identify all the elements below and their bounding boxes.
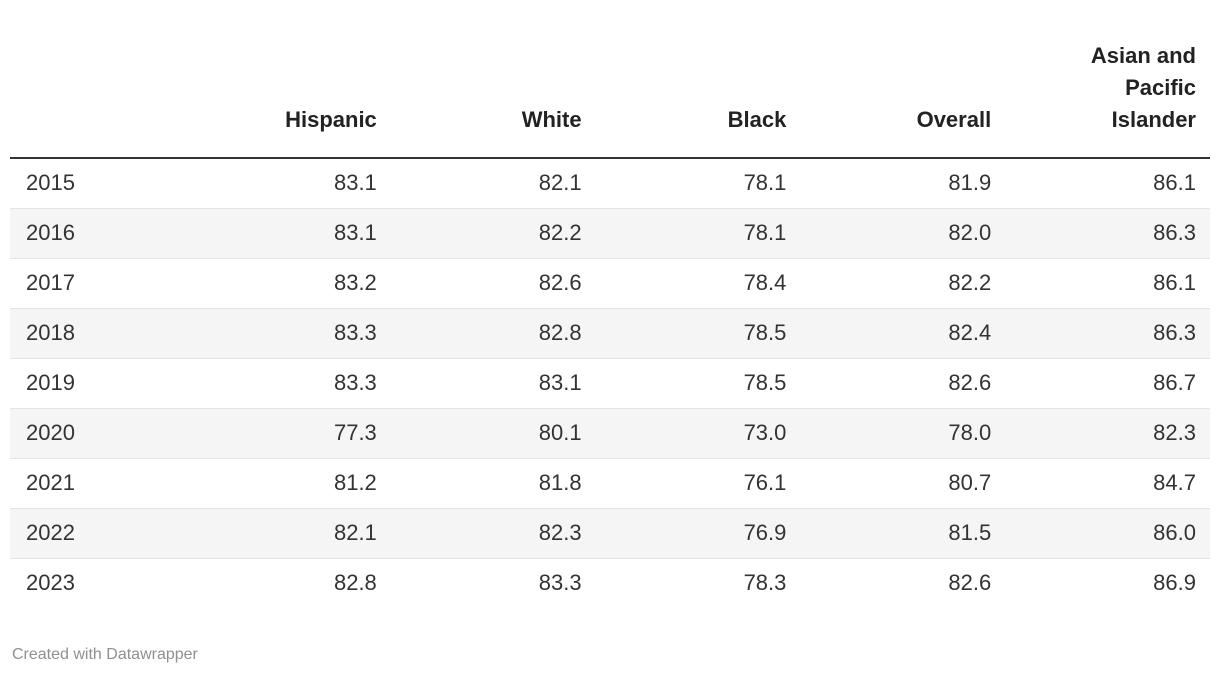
table-row: 2015 83.1 82.1 78.1 81.9 86.1 <box>10 158 1210 208</box>
cell-black: 78.5 <box>595 357 801 408</box>
cell-overall: 81.9 <box>948 170 992 196</box>
cell-asian-pacific-islander: 86.3 <box>1005 307 1210 358</box>
table-row: 2022 82.1 82.3 76.9 81.5 86.0 <box>10 507 1210 558</box>
cell-white: 82.2 <box>390 207 596 258</box>
cell-white: 82.6 <box>390 257 596 308</box>
cell-asian-pacific-islander: 86.7 <box>1005 357 1210 408</box>
column-header-asian-pacific-islander: Asian and Pacific Islander <box>1005 0 1210 159</box>
table-row: 2023 82.8 83.3 78.3 82.6 86.9 <box>10 557 1210 608</box>
data-table: Hispanic White Black Overall Asian and P… <box>10 0 1210 608</box>
row-year: 2016 <box>10 207 186 258</box>
table-row: 2019 83.3 83.1 78.5 82.6 86.7 <box>10 357 1210 408</box>
row-year: 2018 <box>10 307 186 358</box>
cell-black: 78.1 <box>595 207 801 258</box>
cell-white: 82.1 <box>538 170 582 196</box>
table-chart: Hispanic White Black Overall Asian and P… <box>10 0 1210 664</box>
row-year: 2019 <box>10 357 186 408</box>
cell-asian-pacific-islander: 86.1 <box>1153 170 1196 196</box>
cell-hispanic: 83.3 <box>186 307 391 358</box>
cell-overall: 80.7 <box>800 457 1006 508</box>
cell-white: 83.3 <box>390 557 596 608</box>
table-row: 2021 81.2 81.8 76.1 80.7 84.7 <box>10 457 1210 508</box>
column-header-year <box>10 0 186 159</box>
cell-black: 78.5 <box>595 307 801 358</box>
cell-black: 73.0 <box>595 407 801 458</box>
cell-overall: 82.4 <box>800 307 1006 358</box>
cell-hispanic: 83.1 <box>333 170 377 196</box>
cell-black: 78.4 <box>595 257 801 308</box>
datawrapper-credit-link[interactable]: Created with Datawrapper <box>12 646 198 663</box>
cell-black: 76.1 <box>595 457 801 508</box>
column-header-overall: Overall <box>800 0 1006 159</box>
cell-overall: 78.0 <box>800 407 1006 458</box>
cell-asian-pacific-islander: 86.3 <box>1005 207 1210 258</box>
cell-white: 82.8 <box>390 307 596 358</box>
cell-white: 81.8 <box>390 457 596 508</box>
cell-hispanic: 83.3 <box>186 357 391 408</box>
column-header-hispanic: Hispanic <box>186 0 391 159</box>
cell-asian-pacific-islander: 84.7 <box>1005 457 1210 508</box>
table-row: 2017 83.2 82.6 78.4 82.2 86.1 <box>10 257 1210 308</box>
cell-white: 80.1 <box>390 407 596 458</box>
table-row: 2018 83.3 82.8 78.5 82.4 86.3 <box>10 307 1210 358</box>
cell-hispanic: 83.1 <box>186 207 391 258</box>
cell-asian-pacific-islander: 86.1 <box>1005 257 1210 308</box>
row-year: 2021 <box>10 457 186 508</box>
column-header-white: White <box>390 0 596 159</box>
cell-hispanic: 77.3 <box>186 407 391 458</box>
cell-overall: 82.0 <box>800 207 1006 258</box>
cell-white: 82.3 <box>390 507 596 558</box>
row-year: 2017 <box>10 257 186 308</box>
cell-overall: 82.6 <box>800 557 1006 608</box>
chart-footer: Created with Datawrapper <box>10 646 1210 664</box>
table-row: 2016 83.1 82.2 78.1 82.0 86.3 <box>10 207 1210 258</box>
cell-black: 76.9 <box>595 507 801 558</box>
cell-overall: 82.6 <box>800 357 1006 408</box>
row-year: 2015 <box>26 170 75 196</box>
cell-hispanic: 82.8 <box>186 557 391 608</box>
cell-black: 78.3 <box>595 557 801 608</box>
cell-hispanic: 83.2 <box>186 257 391 308</box>
cell-asian-pacific-islander: 82.3 <box>1005 407 1210 458</box>
table-row: 2020 77.3 80.1 73.0 78.0 82.3 <box>10 407 1210 458</box>
cell-hispanic: 82.1 <box>186 507 391 558</box>
header-row: Hispanic White Black Overall Asian and P… <box>10 0 1210 159</box>
cell-black: 78.1 <box>743 170 787 196</box>
cell-asian-pacific-islander: 86.9 <box>1005 557 1210 608</box>
row-year: 2022 <box>10 507 186 558</box>
cell-white: 83.1 <box>390 357 596 408</box>
row-year: 2020 <box>10 407 186 458</box>
cell-overall: 82.2 <box>800 257 1006 308</box>
row-year: 2023 <box>10 557 186 608</box>
cell-overall: 81.5 <box>800 507 1006 558</box>
column-header-black: Black <box>595 0 801 159</box>
cell-hispanic: 81.2 <box>186 457 391 508</box>
cell-asian-pacific-islander: 86.0 <box>1005 507 1210 558</box>
